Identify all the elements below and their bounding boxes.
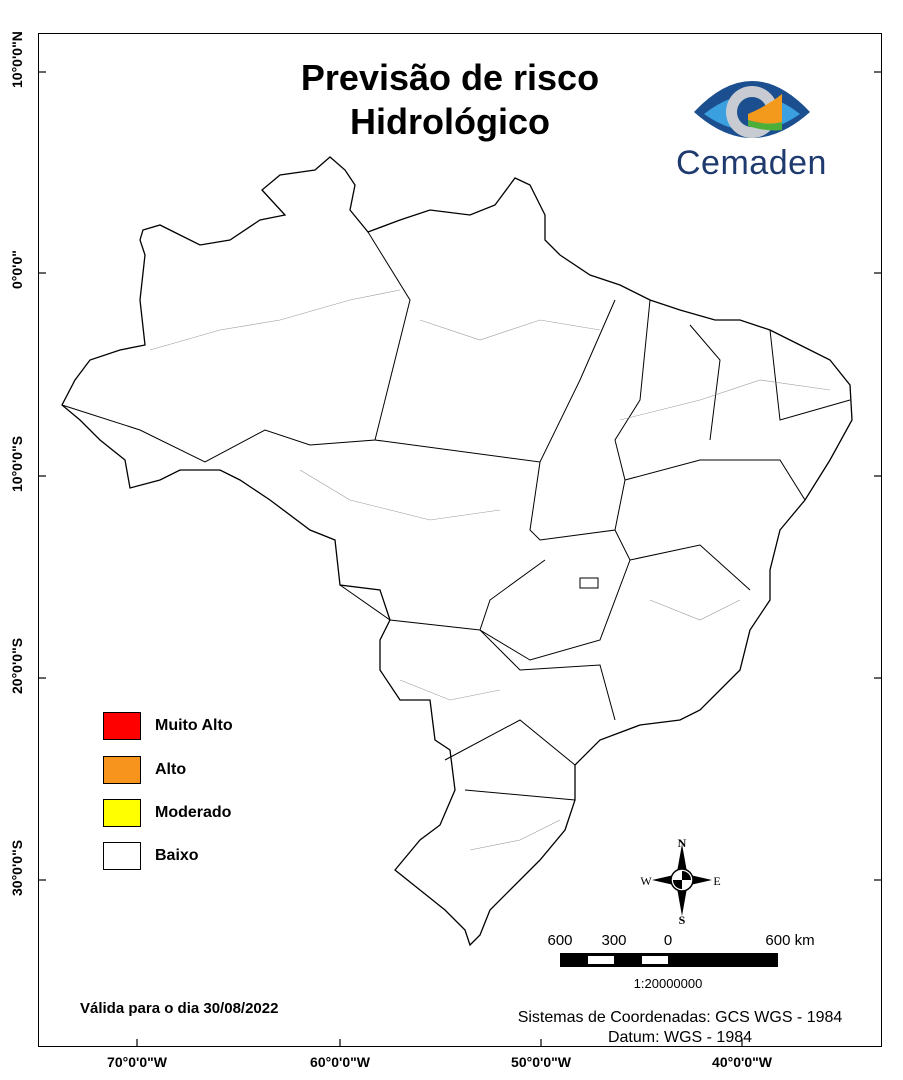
legend-swatch [103, 799, 141, 827]
legend-item-alto: Alto [103, 756, 186, 784]
compass-e: E [713, 874, 720, 888]
map-title: Previsão de risco Hidrológico [220, 56, 680, 144]
scale-label: 300 [601, 932, 627, 949]
legend-label: Moderado [155, 804, 232, 821]
scale-label: 600 [547, 932, 573, 949]
legend-item-muito-alto: Muito Alto [103, 712, 233, 740]
compass-n: N [678, 836, 687, 850]
valid-date: Válida para o dia 30/08/2022 [80, 1000, 279, 1017]
scale-label: 600 km [765, 932, 815, 949]
lon-label: 70°0'0"W [107, 1054, 167, 1070]
state-borders [61, 231, 851, 801]
legend-label: Muito Alto [155, 717, 233, 734]
legend-swatch [103, 712, 141, 740]
scale-label: 0 [663, 932, 673, 949]
title-line-1: Previsão de risco [300, 57, 600, 98]
scale-bar [560, 953, 778, 967]
legend-label: Alto [155, 761, 187, 778]
cemaden-logo [694, 81, 810, 138]
mesoregion-borders [149, 289, 831, 851]
map-frame [38, 33, 882, 1047]
lon-label: 60°0'0"W [310, 1054, 370, 1070]
scale-ratio: 1:20000000 [633, 976, 703, 991]
coordinate-info: Sistemas de Coordenadas: GCS WGS - 1984 … [495, 1008, 865, 1048]
graticule-ticks [38, 71, 882, 1047]
lon-label: 40°0'0"W [712, 1054, 772, 1070]
compass-s: S [679, 913, 686, 927]
legend-swatch [103, 842, 141, 870]
compass-icon [652, 844, 712, 916]
title-line-2: Hidrológico [350, 101, 550, 142]
datum: Datum: WGS - 1984 [607, 1029, 753, 1046]
brazil-outline [61, 156, 853, 947]
legend-swatch [103, 756, 141, 784]
legend-item-baixo: Baixo [103, 842, 199, 870]
legend-label: Baixo [155, 847, 199, 864]
lon-label: 50°0'0"W [511, 1054, 571, 1070]
compass-w: W [640, 874, 652, 888]
coord-system: Sistemas de Coordenadas: GCS WGS - 1984 [517, 1009, 843, 1026]
legend-item-moderado: Moderado [103, 799, 231, 827]
logo-text: Cemaden [676, 144, 827, 182]
